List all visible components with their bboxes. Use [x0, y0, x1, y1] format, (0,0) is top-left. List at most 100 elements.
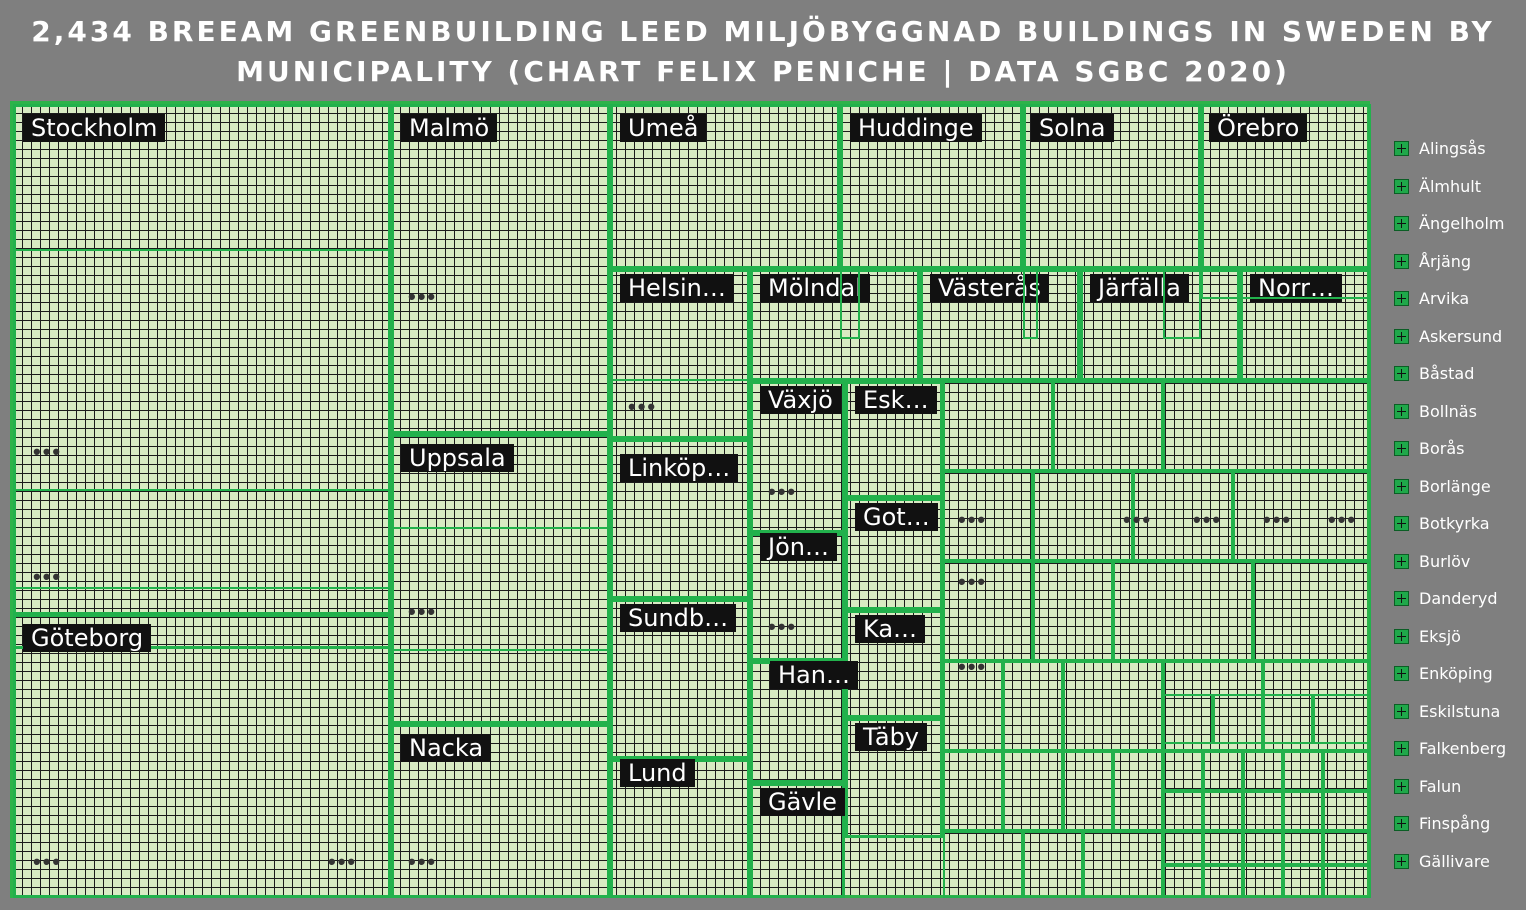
- treemap-cell: [610, 599, 750, 759]
- legend-item[interactable]: Falkenberg: [1394, 730, 1524, 768]
- treemap-subcell: [1263, 694, 1313, 744]
- expand-icon: [1394, 366, 1409, 382]
- treemap-cell: [610, 439, 750, 599]
- treemap-subcell: [1283, 751, 1323, 791]
- legend-item[interactable]: Alingsås: [1394, 130, 1524, 168]
- treemap-subcell: [1023, 831, 1083, 898]
- expand-icon: [1394, 253, 1409, 269]
- treemap-label: Jön…: [760, 533, 837, 561]
- legend-label: Bollnäs: [1419, 401, 1477, 421]
- treemap-subcell: [1163, 865, 1203, 898]
- expand-icon: [1394, 403, 1409, 419]
- expand-icon: [1394, 141, 1409, 157]
- legend-item[interactable]: Älmhult: [1394, 168, 1524, 206]
- treemap-subcell: [1283, 791, 1323, 831]
- legend-label: Arvika: [1419, 289, 1470, 309]
- legend-item[interactable]: Ängelholm: [1394, 205, 1524, 243]
- treemap-subcell: [943, 751, 1003, 831]
- legend-item[interactable]: Danderyd: [1394, 580, 1524, 618]
- treemap-subcell: [1243, 831, 1283, 865]
- legend-label: Askersund: [1419, 326, 1503, 346]
- treemap-cell: [610, 104, 840, 269]
- treemap-subcell: [1163, 751, 1203, 791]
- legend-item[interactable]: Årjäng: [1394, 243, 1524, 281]
- legend-item[interactable]: Borlänge: [1394, 468, 1524, 506]
- treemap-subcell: [840, 269, 860, 339]
- legend-label: Båstad: [1419, 364, 1475, 384]
- treemap-subcell: [1323, 865, 1371, 898]
- legend-item[interactable]: Eskilstuna: [1394, 693, 1524, 731]
- legend-item[interactable]: Båstad: [1394, 355, 1524, 393]
- treemap-subcell: [1033, 561, 1113, 661]
- treemap-subcell: [1163, 381, 1371, 471]
- treemap-cell: [920, 269, 1080, 381]
- legend-item[interactable]: Enköping: [1394, 655, 1524, 693]
- treemap-subcell: [610, 379, 750, 439]
- treemap-subcell: [1203, 791, 1243, 831]
- expand-icon: [1394, 853, 1409, 869]
- legend-item[interactable]: Borås: [1394, 430, 1524, 468]
- expand-icon: [1394, 628, 1409, 644]
- expand-icon: [1394, 478, 1409, 494]
- legend-label: Årjäng: [1419, 251, 1472, 271]
- legend-item[interactable]: Arvika: [1394, 280, 1524, 318]
- treemap-subcell: [1243, 865, 1283, 898]
- legend-label: Falun: [1419, 776, 1462, 796]
- treemap-cell: [391, 104, 610, 434]
- ellipsis-marker: •••: [958, 569, 988, 594]
- treemap-cell: [750, 783, 845, 898]
- legend-label: Finspång: [1419, 814, 1491, 834]
- ellipsis-marker: •••: [628, 394, 658, 419]
- treemap-plot: Stockholm Malmö Umeå Huddinge Solna Örebro Göt…: [10, 101, 1371, 898]
- expand-icon: [1394, 591, 1409, 607]
- treemap-cell: [840, 104, 1023, 269]
- treemap-subcell: [1053, 381, 1163, 471]
- treemap-label: Umeå: [620, 114, 707, 142]
- expand-icon: [1394, 666, 1409, 682]
- treemap-label: Järfälla: [1090, 274, 1189, 302]
- treemap-label: Mölndal: [760, 274, 870, 302]
- treemap-label: Lund: [620, 759, 695, 787]
- treemap-subcell: [13, 489, 391, 614]
- treemap-cell: [391, 724, 610, 898]
- legend-item[interactable]: Finspång: [1394, 805, 1524, 843]
- legend-item[interactable]: Gällivare: [1394, 843, 1524, 881]
- expand-icon: [1394, 441, 1409, 457]
- treemap-cell: [1201, 104, 1371, 269]
- legend-label: Alingsås: [1419, 139, 1486, 159]
- treemap-subcell: [943, 561, 1033, 661]
- treemap-cell: [13, 614, 391, 898]
- treemap-cell: [845, 498, 943, 610]
- treemap-subcell: [1323, 831, 1371, 865]
- expand-icon: [1394, 778, 1409, 794]
- legend-label: Borås: [1419, 439, 1465, 459]
- legend-item[interactable]: Bollnäs: [1394, 393, 1524, 431]
- expand-icon: [1394, 516, 1409, 532]
- treemap-label: Linköp…: [620, 454, 739, 482]
- treemap-subcell: [943, 471, 1033, 561]
- treemap-subcell: [1201, 269, 1371, 299]
- treemap-subcell: [1213, 694, 1263, 744]
- treemap-subcell: [1113, 751, 1163, 831]
- treemap-subcell: [1323, 751, 1371, 791]
- treemap-label: Göteborg: [23, 624, 152, 652]
- legend-item[interactable]: Eksjö: [1394, 618, 1524, 656]
- legend-item[interactable]: Botkyrka: [1394, 505, 1524, 543]
- expand-icon: [1394, 328, 1409, 344]
- treemap-label: Helsin…: [620, 274, 734, 302]
- treemap-label: Täby: [855, 723, 928, 751]
- treemap-label: Huddinge: [850, 114, 982, 142]
- treemap-subcell: [391, 649, 610, 724]
- treemap-subcell: [1003, 661, 1063, 751]
- treemap-subcell: [1233, 471, 1371, 561]
- legend-item[interactable]: Askersund: [1394, 318, 1524, 356]
- legend-item[interactable]: Burlöv: [1394, 543, 1524, 581]
- chart-title: 2,434 BREEAM GREENBUILDING LEED MILJÖBYG…: [31, 15, 1495, 88]
- ellipsis-marker: •••: [408, 849, 438, 874]
- treemap-cell: [750, 381, 845, 533]
- legend-item[interactable]: Falun: [1394, 768, 1524, 806]
- treemap-subcell: [1113, 561, 1253, 661]
- ellipsis-marker: •••: [1263, 507, 1293, 532]
- treemap-subcell: [1133, 471, 1233, 561]
- treemap-subcell: [1283, 865, 1323, 898]
